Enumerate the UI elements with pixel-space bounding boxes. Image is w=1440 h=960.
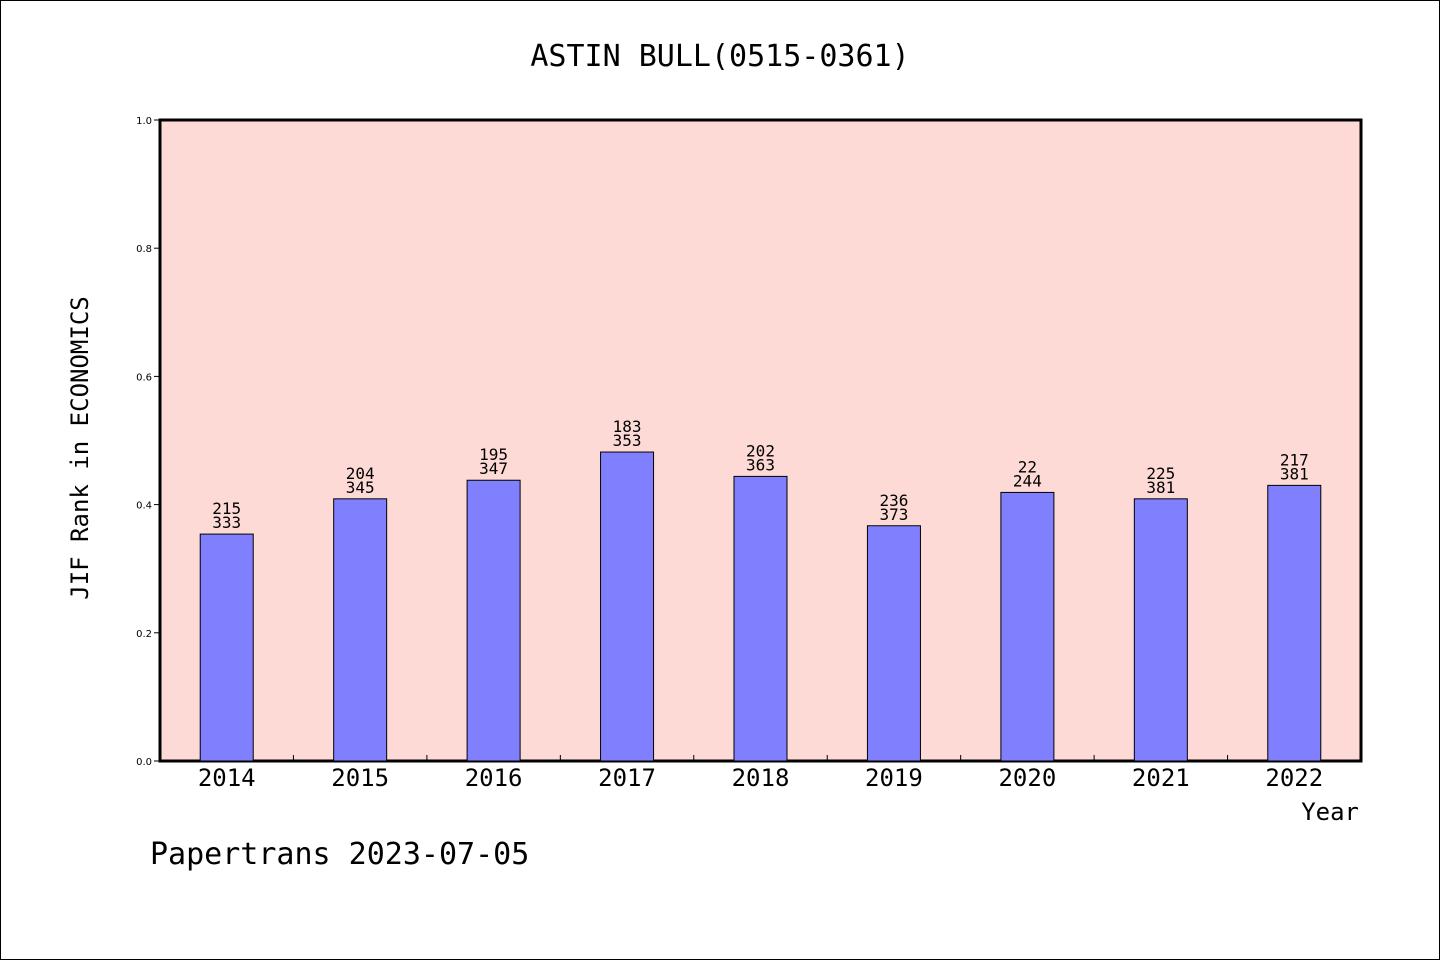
y-tick-label: 0.6 [136,372,152,383]
bar-2015 [333,498,388,762]
y-tick-label: 1.0 [136,116,152,127]
data-label-total: 244 [1013,471,1042,490]
x-tick-label: 2014 [198,764,256,792]
data-label-rank: 236 [879,491,908,510]
data-label-rank: 215 [212,499,241,518]
x-tick-label: 2018 [732,764,790,792]
data-label-rank: 183 [613,417,642,436]
data-label-total: 345 [346,478,375,497]
data-label-rank: 202 [746,441,775,460]
x-tick-label: 2021 [1132,764,1190,792]
data-label-total: 347 [479,459,508,478]
chart-title: ASTIN BULL(0515-0361) [530,39,909,74]
data-label-rank: 217 [1280,450,1309,469]
data-label-rank: 204 [346,464,375,483]
bar-2021 [1133,498,1188,762]
data-label-total: 333 [212,513,241,532]
x-tick-label: 2020 [998,764,1056,792]
x-tick-label: 2015 [331,764,389,792]
bar-2019 [866,525,921,762]
x-tick-label: 2019 [865,764,923,792]
x-tick-label: 2022 [1265,764,1323,792]
data-label-total: 381 [1280,464,1309,483]
y-tick-label: 0.4 [136,501,152,512]
y-axis-label: JIF Rank in ECONOMICS [66,296,94,599]
bar-2017 [600,451,655,762]
bar-2014 [199,533,254,762]
y-tick-label: 0.2 [136,629,152,640]
bar-2016 [466,479,521,762]
y-tick-label: 0.0 [136,757,152,768]
data-label-rank: 22 [1018,457,1037,476]
bar-2020 [1000,491,1055,762]
data-label-total: 353 [613,431,642,450]
x-tick-label: 2017 [598,764,656,792]
x-tick-label: 2016 [465,764,523,792]
data-label-rank: 195 [479,445,508,464]
bar-2022 [1267,484,1322,762]
footer-text: Papertrans 2023-07-05 [150,837,529,872]
bar-2018 [733,475,788,762]
data-label-total: 373 [879,505,908,524]
y-tick-label: 0.8 [136,244,152,255]
x-axis-label: Year [1301,798,1359,826]
data-label-rank: 225 [1146,464,1175,483]
data-label-total: 381 [1146,478,1175,497]
data-label-total: 363 [746,455,775,474]
